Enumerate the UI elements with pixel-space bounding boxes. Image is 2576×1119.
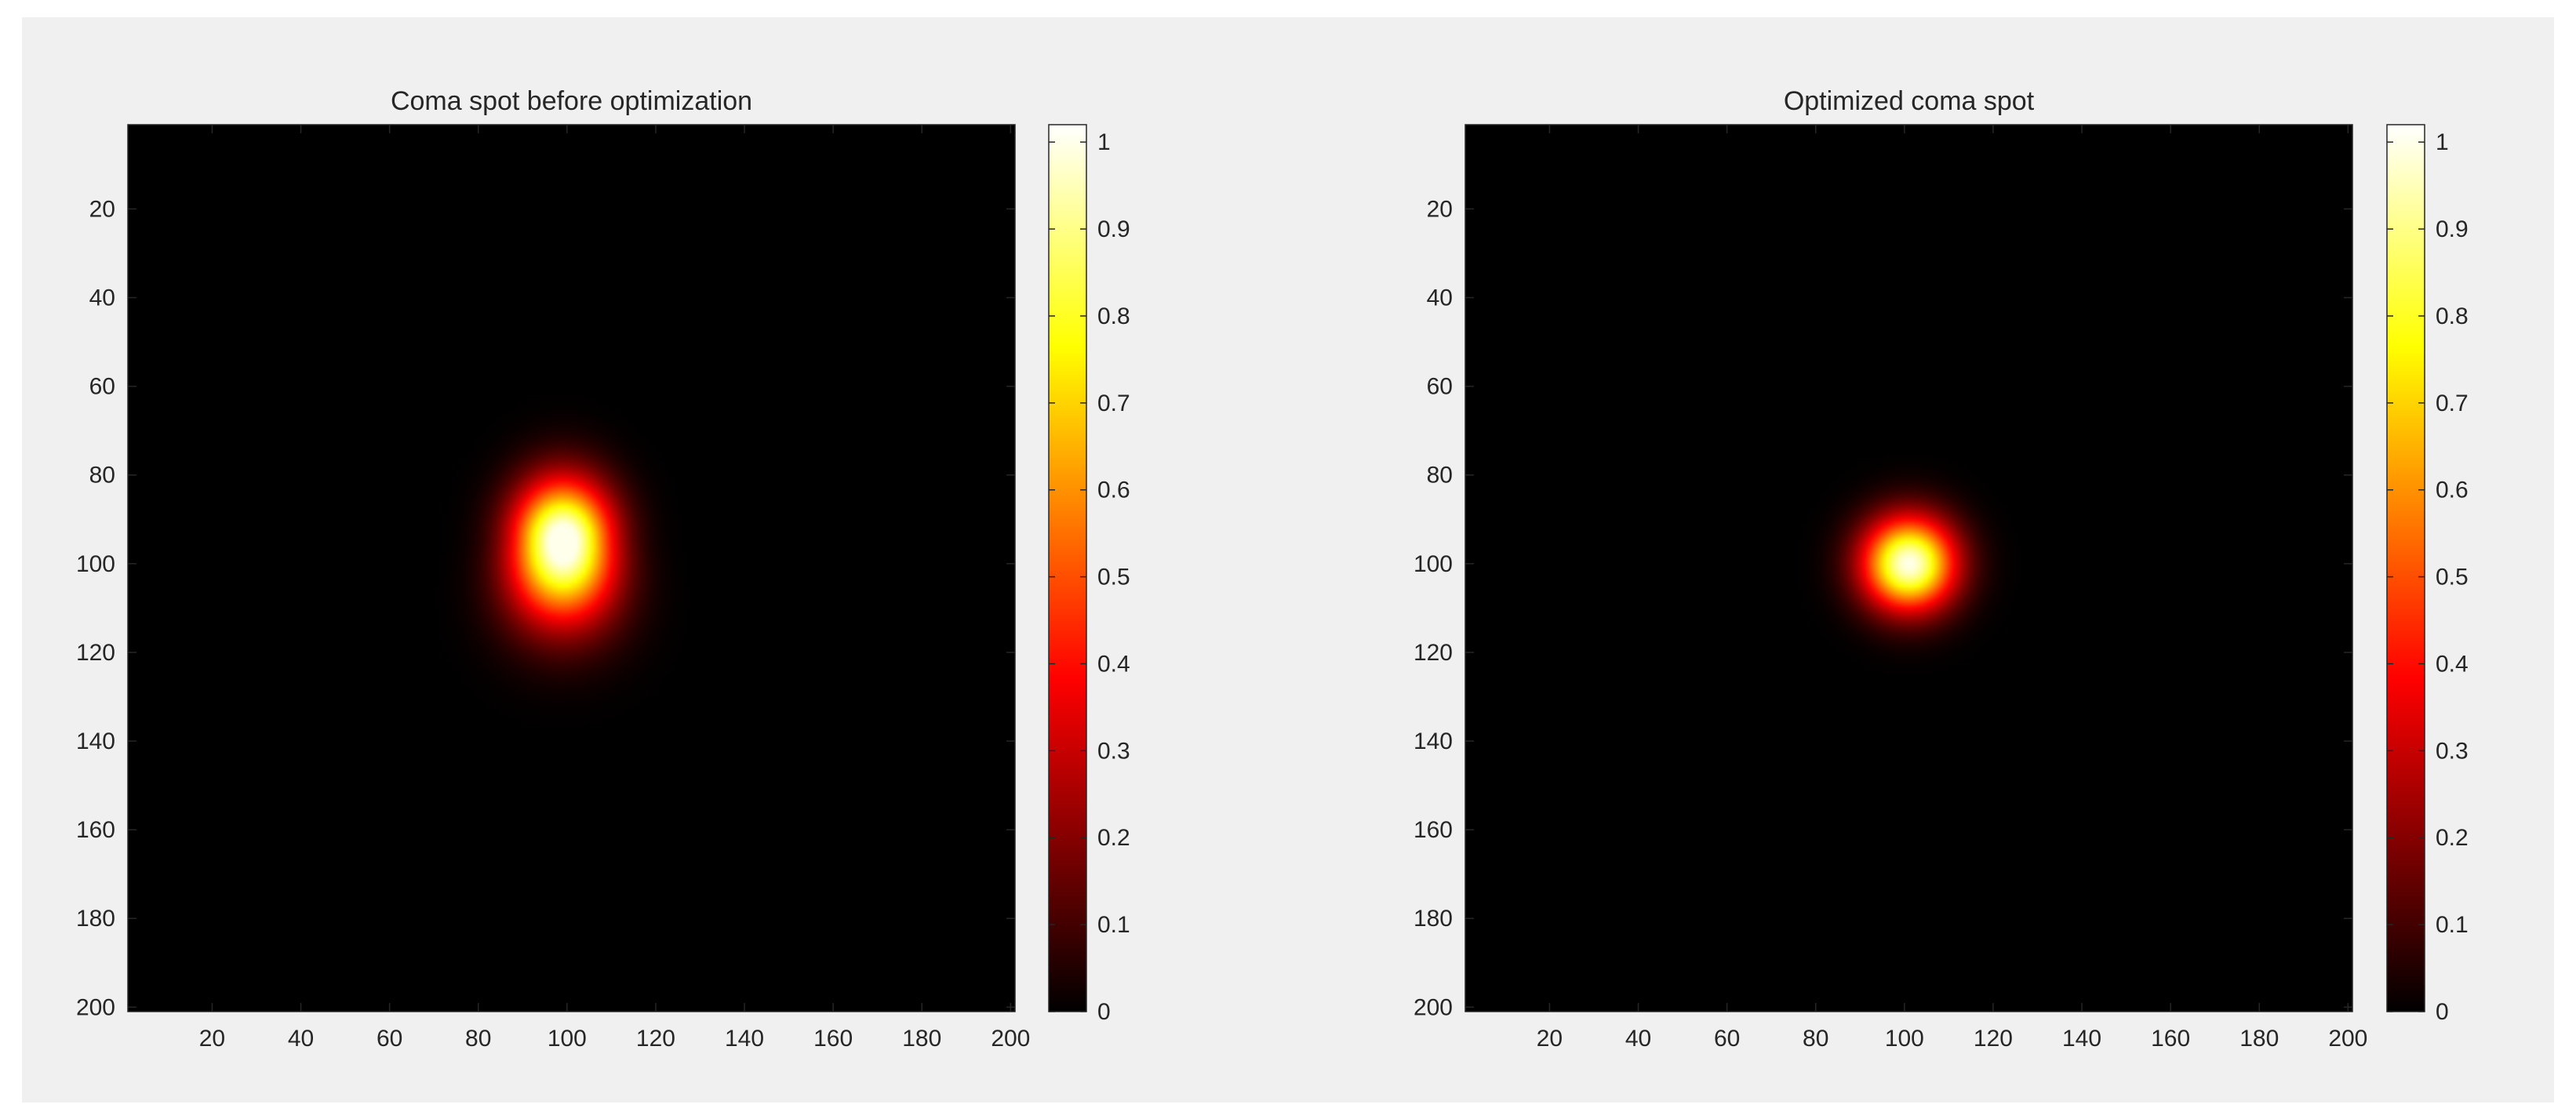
x-tick-label: 80	[1803, 1026, 1828, 1052]
x-tick-label: 60	[377, 1026, 402, 1052]
y-tick-label: 60	[89, 374, 115, 400]
chart-title: Optimized coma spot	[1784, 86, 2035, 116]
y-tick-label: 20	[1427, 196, 1453, 222]
colorbar-tick-label: 0	[2436, 999, 2449, 1025]
colorbar-tick-label: 0.5	[2436, 565, 2469, 590]
colorbar-tick-label: 0.6	[2436, 478, 2469, 503]
axes-box	[127, 124, 1016, 1012]
colorbar-tick-label: 0.9	[1097, 216, 1130, 242]
y-tick-label: 20	[89, 196, 115, 222]
y-tick-label: 200	[76, 994, 115, 1020]
colorbar-tick-label: 0.8	[2436, 303, 2469, 329]
colorbar-tick-label: 0.1	[1097, 912, 1130, 938]
x-tick-label: 20	[1537, 1026, 1563, 1052]
x-tick-label: 60	[1714, 1026, 1740, 1052]
colorbar-tick-label: 0.4	[2436, 651, 2469, 677]
x-tick-label: 160	[2151, 1026, 2190, 1052]
colorbar-tick-label: 0.2	[1097, 825, 1130, 851]
colorbar-tick-label: 0.2	[2436, 825, 2469, 851]
y-tick-label: 160	[1414, 817, 1453, 843]
colorbar-tick-label: 0.9	[2436, 216, 2469, 242]
colorbar-frame	[2386, 124, 2425, 1012]
colorbar-tick-label: 0	[1097, 999, 1111, 1025]
x-tick-label: 140	[725, 1026, 764, 1052]
y-tick-label: 80	[89, 463, 115, 489]
colorbar	[2387, 125, 2425, 1012]
y-tick-label: 40	[1427, 285, 1453, 311]
y-tick-label: 180	[76, 906, 115, 932]
y-tick-label: 60	[1427, 374, 1453, 400]
x-tick-label: 100	[1885, 1026, 1924, 1052]
colorbar-tick-label: 1	[2436, 129, 2449, 155]
x-tick-label: 100	[548, 1026, 587, 1052]
colorbar-tick-label: 0.8	[1097, 303, 1130, 329]
colorbar-tick-label: 1	[1097, 129, 1111, 155]
x-tick-label: 80	[465, 1026, 491, 1052]
y-tick-label: 100	[1414, 551, 1453, 577]
y-tick-label: 120	[1414, 640, 1453, 666]
x-tick-label: 20	[199, 1026, 225, 1052]
x-tick-label: 160	[813, 1026, 853, 1052]
x-tick-label: 140	[2062, 1026, 2101, 1052]
y-tick-label: 80	[1427, 463, 1453, 489]
colorbar-tick-label: 0.4	[1097, 651, 1130, 677]
axes-box	[1464, 124, 2353, 1012]
y-tick-label: 160	[76, 817, 115, 843]
figure-window: Coma spot before optimization 20 40 60 80 100…	[22, 17, 2554, 1103]
colorbar	[1049, 125, 1086, 1012]
colorbar-tick-label: 0.7	[1097, 391, 1130, 416]
x-tick-label: 120	[1974, 1026, 2013, 1052]
colorbar-tick-label: 0.7	[2436, 391, 2469, 416]
y-tick-label: 100	[76, 551, 115, 577]
y-tick-label: 140	[76, 728, 115, 754]
y-tick-label: 200	[1414, 994, 1453, 1020]
x-tick-label: 200	[2328, 1026, 2367, 1052]
y-tick-label: 120	[76, 640, 115, 666]
colorbar-tick-label: 0.3	[2436, 738, 2469, 764]
y-tick-label: 140	[1414, 728, 1453, 754]
colorbar-tick-label: 0.3	[1097, 738, 1130, 764]
y-tick-label: 40	[89, 285, 115, 311]
colorbar-tick-label: 0.1	[2436, 912, 2469, 938]
heatmap-image	[128, 125, 1015, 1012]
x-tick-label: 180	[2239, 1026, 2279, 1052]
colorbar-tick-label: 0.5	[1097, 565, 1130, 590]
colorbar-tick-label: 0.6	[1097, 478, 1130, 503]
colorbar-frame	[1048, 124, 1087, 1012]
y-tick-label: 180	[1414, 906, 1453, 932]
heatmap-image	[1465, 125, 2352, 1012]
chart-title: Coma spot before optimization	[391, 86, 752, 116]
x-tick-label: 40	[1625, 1026, 1651, 1052]
x-tick-label: 40	[288, 1026, 314, 1052]
x-tick-label: 180	[902, 1026, 941, 1052]
x-tick-label: 200	[991, 1026, 1030, 1052]
x-tick-label: 120	[636, 1026, 675, 1052]
